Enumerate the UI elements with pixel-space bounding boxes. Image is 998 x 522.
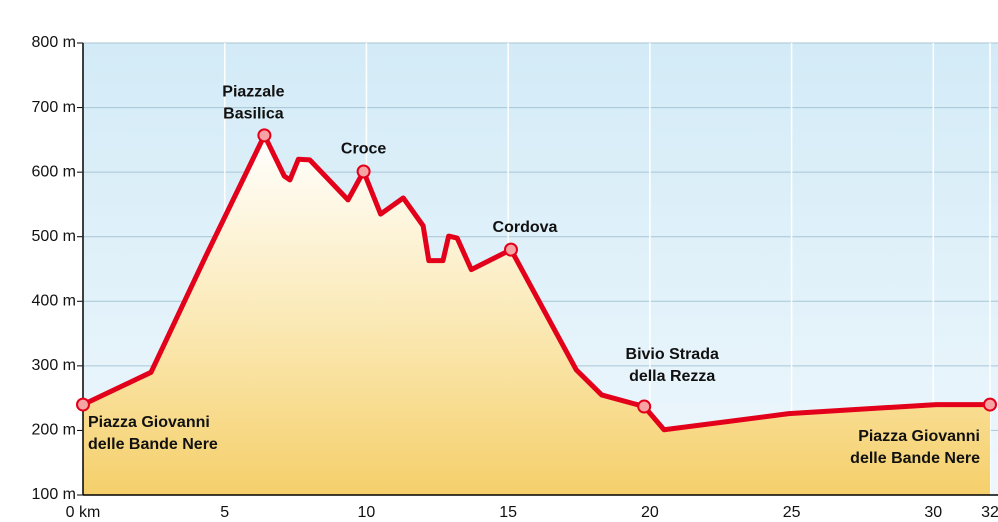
waypoint-label: delle Bande Nere: [88, 436, 218, 453]
y-tick-label: 100 m: [32, 486, 76, 503]
waypoint-marker: [356, 164, 371, 179]
waypoint-marker: [983, 397, 997, 412]
x-tick-label: 25: [783, 504, 801, 521]
waypoint-marker: [503, 242, 518, 257]
waypoint-marker: [257, 128, 272, 143]
y-tick-label: 800 m: [32, 34, 76, 51]
waypoint-label: della Rezza: [629, 368, 715, 385]
waypoint-marker: [637, 399, 652, 414]
waypoint-label: Piazza Giovanni: [858, 428, 980, 445]
waypoint-label: Piazza Giovanni: [88, 414, 210, 431]
waypoint-label: Cordova: [493, 219, 558, 236]
waypoint-label: Croce: [341, 141, 386, 158]
x-tick-label: 30: [924, 504, 942, 521]
waypoint-label: Basilica: [223, 106, 284, 123]
waypoint-label: Piazzale: [222, 84, 284, 101]
x-tick-label: 20: [641, 504, 659, 521]
x-tick-label: 5: [220, 504, 229, 521]
elevation-line: [81, 132, 990, 433]
waypoint-label: delle Bande Nere: [850, 450, 980, 467]
x-tick-label: 10: [358, 504, 376, 521]
y-tick-label: 400 m: [32, 293, 76, 310]
x-tick-label: 15: [499, 504, 517, 521]
y-tick-label: 300 m: [32, 357, 76, 374]
y-tick-label: 200 m: [32, 422, 76, 439]
y-tick-label: 700 m: [32, 99, 76, 116]
waypoint-marker: [76, 397, 90, 412]
x-tick-label: 0 km: [66, 504, 101, 521]
x-tick-label: 32: [981, 504, 998, 521]
y-tick-label: 600 m: [32, 163, 76, 180]
waypoint-label: Bivio Strada: [626, 346, 719, 363]
y-tick-label: 500 m: [32, 228, 76, 245]
area-fill: [83, 135, 990, 495]
